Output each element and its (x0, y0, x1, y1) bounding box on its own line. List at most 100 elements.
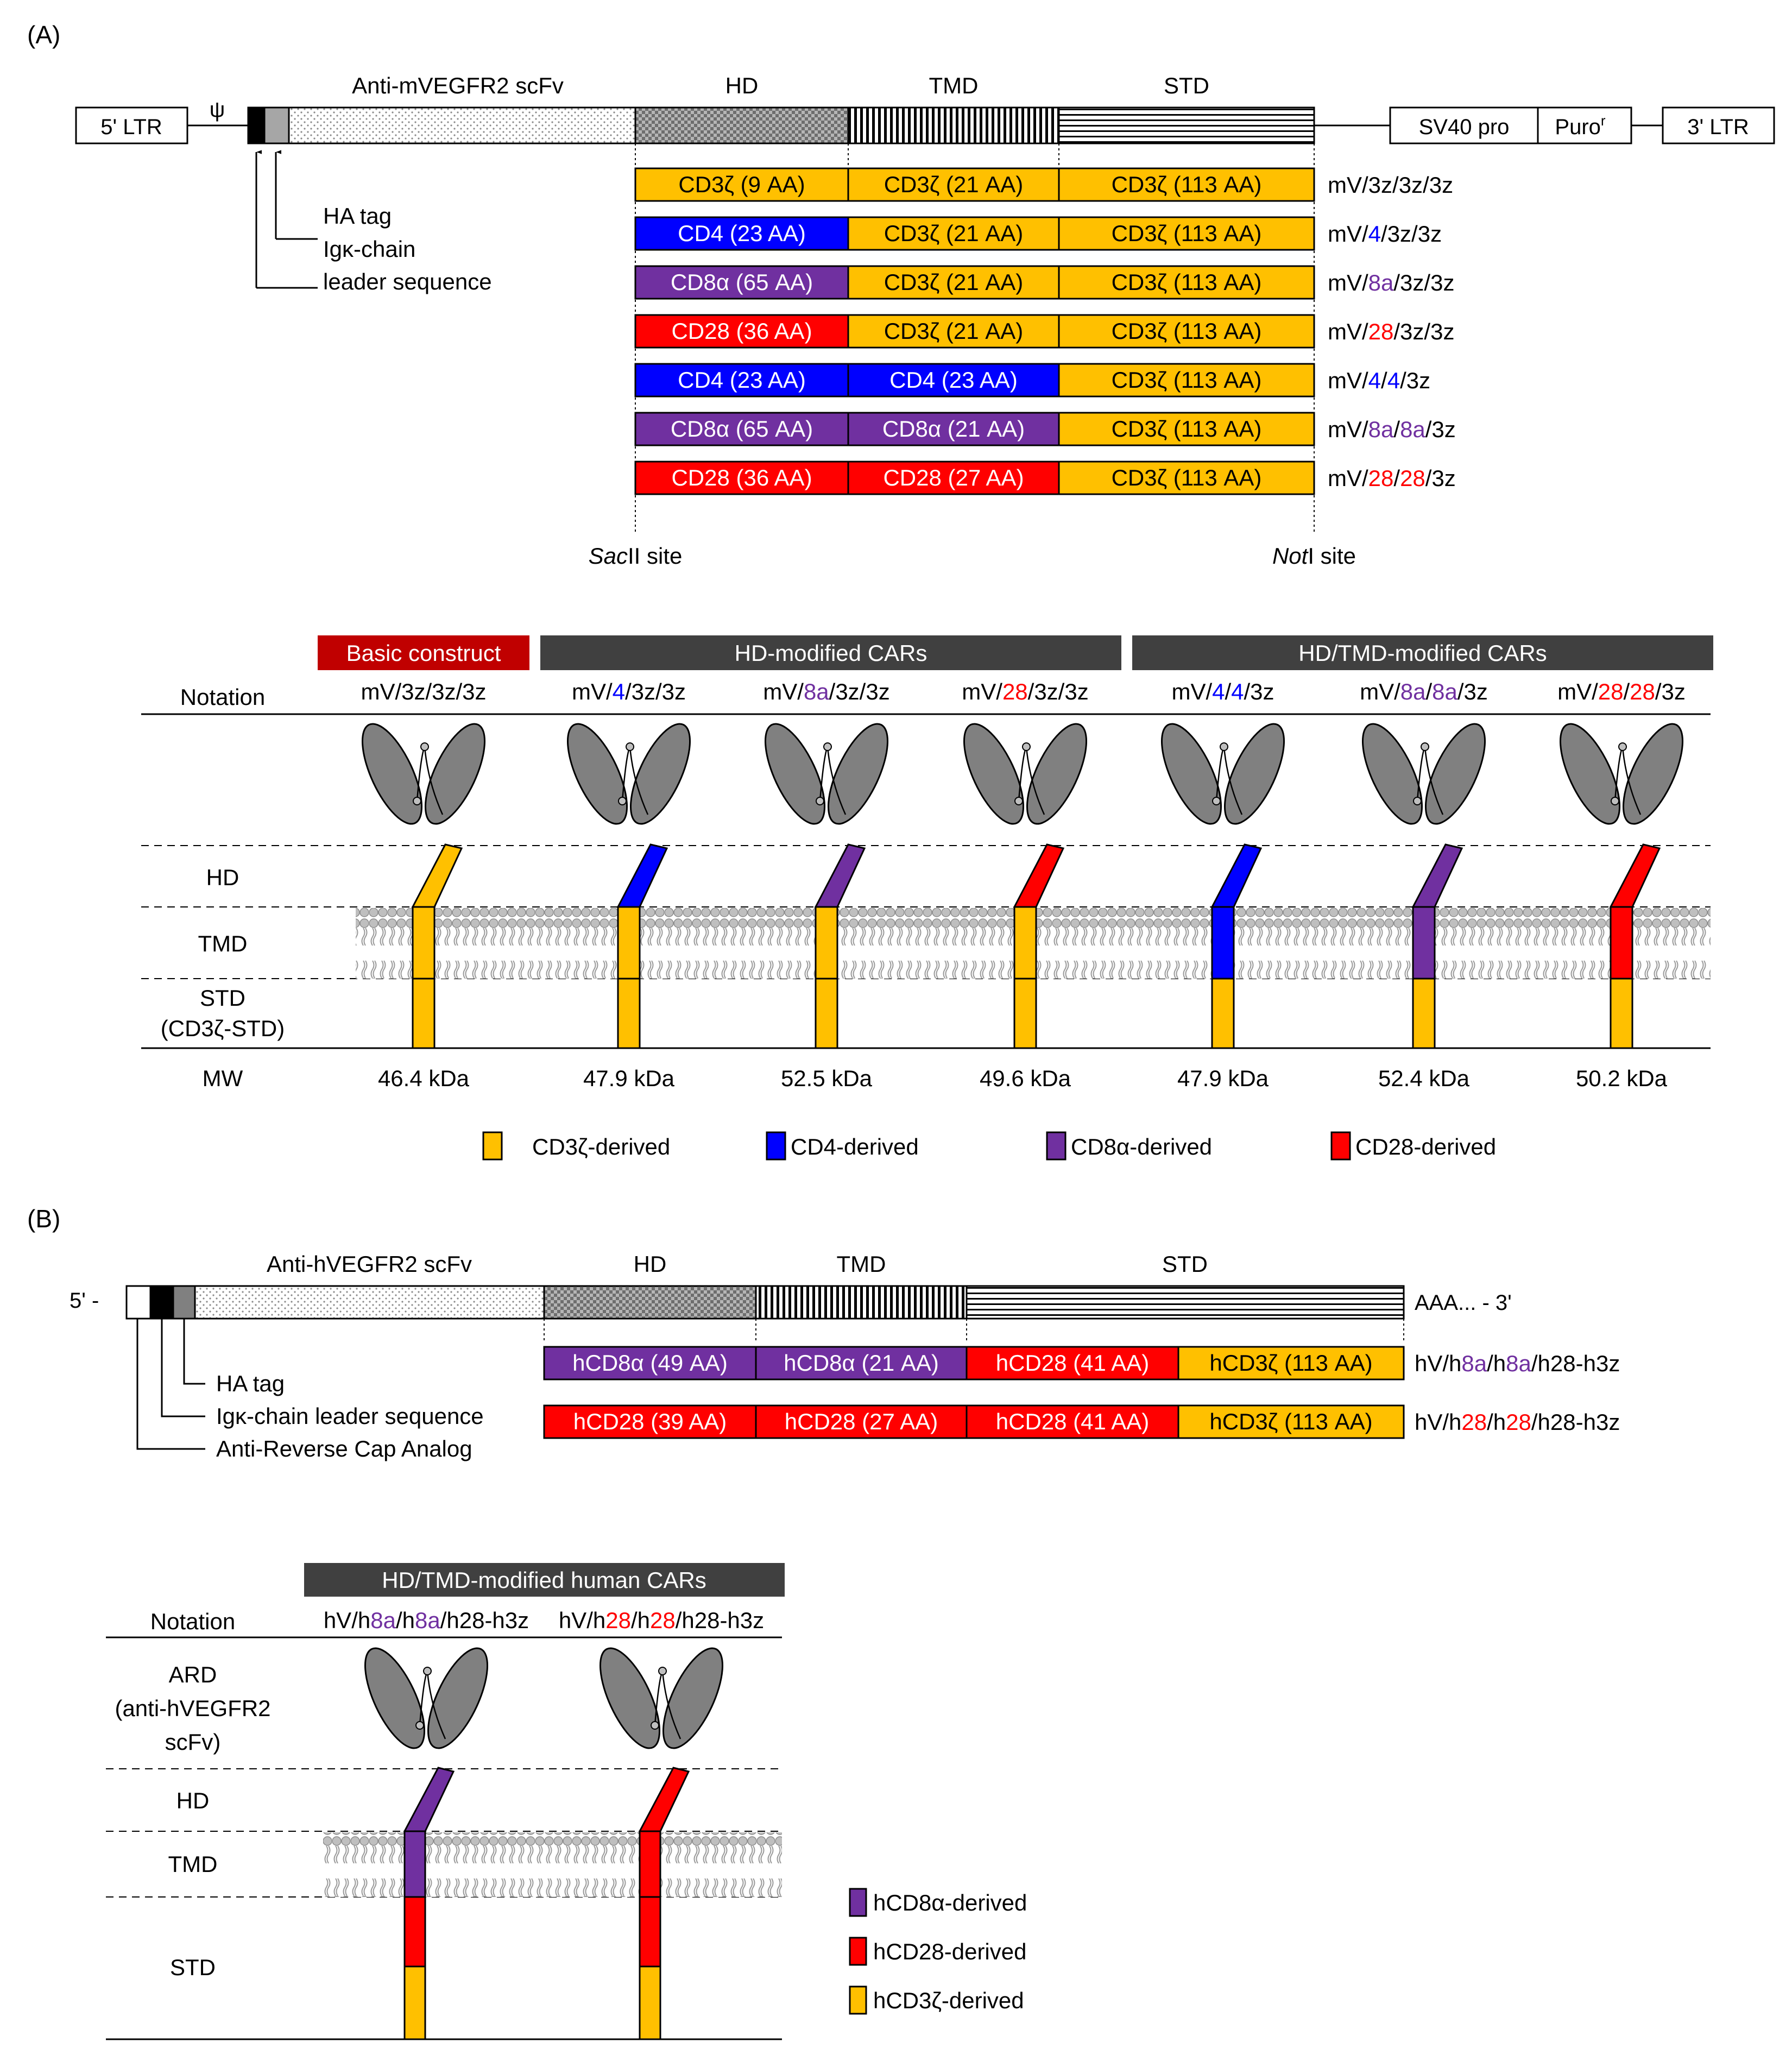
notation-part: /3z/3z (829, 679, 890, 704)
construct-segment-label: CD28 (27 AA) (883, 465, 1024, 490)
notation-part: /3z (1425, 465, 1456, 491)
construct-list-a: CD3ζ (9 AA) CD3ζ (21 AA) CD3ζ (113 AA) mV/3… (634, 167, 1456, 495)
construct-notation: hV/h28/h28/h28-h3z (1415, 1409, 1620, 1435)
ltr5-label: 5' LTR (100, 115, 162, 139)
sacII-rest: II site (628, 543, 682, 569)
scfv-block-b (194, 1285, 545, 1320)
row-ard-1: ARD (169, 1662, 217, 1687)
construct-segment-label: CD3ζ (21 AA) (884, 172, 1024, 197)
construct-segment-label: CD3ζ (9 AA) (678, 172, 805, 197)
header-basic (318, 635, 529, 670)
row-std2-a: (CD3ζ-STD) (161, 1016, 285, 1041)
car-notation: mV/8a/8a/3z (1360, 679, 1488, 704)
psi-label: ψ (210, 98, 225, 122)
legend-label: hCD3ζ-derived (873, 1988, 1024, 2013)
igk-leader-block (247, 106, 266, 144)
car-notation: hV/h8a/h8a/h28-h3z (324, 1608, 529, 1633)
construct-notation: mV/4/4/3z (1328, 368, 1430, 393)
construct-segment (755, 1346, 968, 1380)
car-schematic: mV/3z/3z/3z 46.4 kDa (361, 679, 486, 1091)
scfv-domain-vh (1361, 723, 1423, 825)
construct-segment (1058, 265, 1315, 300)
notation-part: 8a (1432, 679, 1457, 704)
notation-part: 8a (1400, 679, 1426, 704)
membrane-b (323, 1832, 782, 1897)
notation-part: /h28-h3z (1531, 1409, 1620, 1435)
construct-segment (966, 1404, 1179, 1439)
car-schematic: mV/8a/8a/3z 52.4 kDa (1360, 679, 1488, 1091)
tmd-block (847, 106, 1060, 144)
notation-part: /3z/3z (1381, 221, 1442, 247)
row-hd-a: HD (206, 865, 239, 890)
construct-segment-label: CD3ζ (113 AA) (1112, 318, 1262, 344)
vector-b: 5' - Anti-hVEGFR2 scFv HD TMD STD AAA...… (70, 1251, 1512, 1461)
notation-part: hV/h (1415, 1351, 1461, 1376)
scfv-domain-vl (827, 723, 889, 825)
linker-node (1611, 797, 1619, 805)
notation-part: mV/ (572, 679, 613, 704)
notation-part: 28 (1400, 465, 1425, 491)
signaling-domain (815, 978, 838, 1049)
construct-segment-label: CD4 (23 AA) (889, 367, 1018, 393)
car-schematic: hV/h28/h28/h28-h3z (559, 1608, 764, 2040)
notation-part: /h28-h3z (440, 1608, 529, 1633)
notation-part: /h28-h3z (1531, 1351, 1620, 1376)
linker-node (816, 797, 824, 805)
notation-part: hV/h (559, 1608, 605, 1633)
transmembrane-domain (815, 906, 838, 980)
construct-segment-label: CD3ζ (113 AA) (1112, 416, 1262, 442)
construct-segment-label: CD3ζ (21 AA) (884, 220, 1024, 246)
igk-label-2: leader sequence (323, 269, 492, 294)
notation-part: / (1393, 465, 1400, 491)
construct-segment (634, 265, 849, 300)
construct-segment-label: hCD28 (41 AA) (996, 1409, 1149, 1434)
scfv-domain-vl (1424, 723, 1486, 825)
notation-part: 28 (1368, 319, 1394, 344)
ha-tag-label-b: HA tag (216, 1371, 285, 1396)
notation-part: 8a (1368, 417, 1394, 442)
hd-block-b (543, 1285, 757, 1320)
notation-part: 8a (370, 1608, 396, 1633)
car-schematic: mV/4/4/3z 47.9 kDa (1160, 679, 1285, 1091)
construct-segment (543, 1346, 757, 1380)
row-hd-b: HD (176, 1788, 210, 1813)
five-prime-label: 5' - (70, 1289, 99, 1313)
notation-part: mV/ (1328, 465, 1368, 491)
legend-swatch (766, 1131, 786, 1161)
notation-part: / (1623, 679, 1630, 704)
panel-b-label: (B) (27, 1205, 60, 1233)
legend-label: CD8α-derived (1071, 1134, 1212, 1159)
notation-part: /3z/3z (1393, 270, 1454, 295)
transmembrane-domain (1610, 906, 1633, 980)
construct-segment (847, 363, 1060, 398)
construct-segment (847, 314, 1060, 349)
notation-part: /h (1487, 1409, 1506, 1435)
notation-part: mV/ (763, 679, 804, 704)
construct-segment-label: CD3ζ (113 AA) (1112, 220, 1262, 246)
hinge-domain (638, 1767, 690, 1832)
vector-a: 5' LTR ψ Anti-mVEGFR2 scFv HD TMD STD SV… (75, 73, 1775, 569)
legend-a: CD3ζ-derived CD4-derived CD8α-derived CD28-… (482, 1131, 1496, 1161)
signaling-domain-cd3z (403, 1965, 426, 2040)
construct-segment (634, 167, 849, 202)
construct-segment-label: hCD8α (49 AA) (572, 1350, 728, 1376)
transmembrane-domain (412, 906, 436, 980)
notation-part: 28 (1506, 1409, 1531, 1435)
construct-segment-label: hCD28 (39 AA) (573, 1409, 727, 1434)
signaling-domain (1610, 978, 1633, 1049)
notation-part: mV/ (1171, 679, 1212, 704)
scfv-domain-vl (1026, 723, 1088, 825)
notation-part: /3z (1457, 679, 1488, 704)
signaling-domain (1412, 978, 1436, 1049)
scfv-domain-vl (1622, 723, 1684, 825)
notation-part: 4 (1387, 368, 1400, 393)
notation-part: mV/3z/3z/3z (1328, 172, 1453, 198)
std-label: STD (1164, 73, 1209, 98)
construct-segment-label: CD28 (36 AA) (671, 318, 812, 344)
signaling-domain (617, 978, 641, 1049)
arca-block (125, 1285, 152, 1320)
scfv-domain-vh (566, 723, 628, 825)
header-human-cars (304, 1563, 785, 1597)
puro-label: Puror (1555, 112, 1606, 139)
